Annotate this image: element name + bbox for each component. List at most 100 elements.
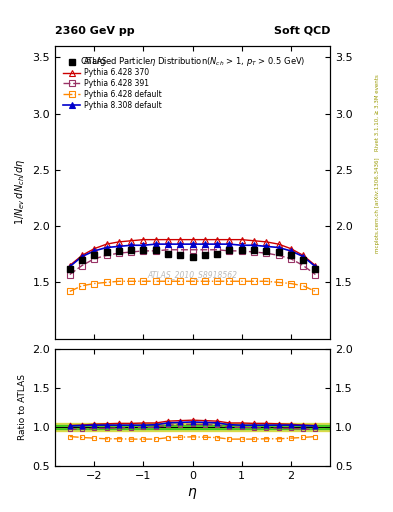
Pythia 8.308 default xyxy=(153,241,158,247)
Pythia 6.428 default xyxy=(141,278,146,284)
Pythia 6.428 default xyxy=(68,288,72,294)
ATLAS xyxy=(276,249,281,255)
Pythia 6.428 391 xyxy=(153,248,158,254)
Pythia 6.428 default xyxy=(129,278,134,284)
Pythia 6.428 default xyxy=(166,278,171,284)
ATLAS xyxy=(68,266,72,272)
Pythia 6.428 default xyxy=(215,278,220,284)
Pythia 6.428 370 xyxy=(153,237,158,243)
Pythia 6.428 default xyxy=(276,280,281,286)
Pythia 6.428 370 xyxy=(276,241,281,247)
ATLAS xyxy=(153,247,158,253)
ATLAS xyxy=(264,248,269,254)
ATLAS xyxy=(178,252,183,259)
Pythia 6.428 391 xyxy=(301,263,305,269)
Pythia 8.308 default xyxy=(80,253,84,260)
Y-axis label: $1/N_{ev}\,dN_{ch}/d\eta$: $1/N_{ev}\,dN_{ch}/d\eta$ xyxy=(13,159,27,225)
Pythia 8.308 default xyxy=(301,253,305,260)
ATLAS xyxy=(288,252,293,259)
Text: mcplots.cern.ch [arXiv:1306.3436]: mcplots.cern.ch [arXiv:1306.3436] xyxy=(375,157,380,252)
Pythia 8.308 default xyxy=(252,242,256,248)
Pythia 6.428 391 xyxy=(141,248,146,254)
Pythia 8.308 default xyxy=(104,244,109,250)
Pythia 6.428 default xyxy=(80,283,84,289)
Pythia 6.428 370 xyxy=(68,263,72,269)
Pythia 6.428 default xyxy=(153,278,158,284)
Legend: ATLAS, Pythia 6.428 370, Pythia 6.428 391, Pythia 6.428 default, Pythia 8.308 de: ATLAS, Pythia 6.428 370, Pythia 6.428 39… xyxy=(62,56,163,112)
Text: Rivet 3.1.10, ≥ 3.3M events: Rivet 3.1.10, ≥ 3.3M events xyxy=(375,74,380,151)
Pythia 6.428 370 xyxy=(227,237,232,243)
ATLAS xyxy=(215,251,220,258)
Pythia 8.308 default xyxy=(239,242,244,248)
Pythia 8.308 default xyxy=(190,241,195,247)
Line: ATLAS: ATLAS xyxy=(67,247,318,272)
Pythia 6.428 370 xyxy=(141,237,146,243)
Pythia 6.428 391 xyxy=(80,263,84,269)
Pythia 6.428 370 xyxy=(80,252,84,259)
ATLAS xyxy=(80,257,84,263)
Line: Pythia 6.428 370: Pythia 6.428 370 xyxy=(67,237,318,268)
Pythia 8.308 default xyxy=(227,241,232,247)
Pythia 6.428 370 xyxy=(239,237,244,243)
Pythia 6.428 391 xyxy=(288,255,293,262)
ATLAS xyxy=(239,247,244,253)
Pythia 6.428 default xyxy=(227,278,232,284)
ATLAS xyxy=(129,247,134,253)
Pythia 8.308 default xyxy=(166,241,171,247)
Pythia 6.428 default xyxy=(288,281,293,287)
Pythia 6.428 391 xyxy=(202,247,207,253)
Line: Pythia 8.308 default: Pythia 8.308 default xyxy=(67,241,318,269)
Pythia 8.308 default xyxy=(264,243,269,249)
Pythia 6.428 370 xyxy=(301,252,305,259)
ATLAS xyxy=(227,247,232,253)
Text: 2360 GeV pp: 2360 GeV pp xyxy=(55,26,135,36)
Pythia 8.308 default xyxy=(141,242,146,248)
Pythia 6.428 370 xyxy=(190,237,195,243)
ATLAS xyxy=(104,249,109,255)
Pythia 6.428 391 xyxy=(104,252,109,259)
Pythia 6.428 default xyxy=(301,283,305,289)
Pythia 6.428 391 xyxy=(252,249,256,255)
ATLAS xyxy=(166,251,171,258)
Pythia 6.428 391 xyxy=(190,247,195,253)
ATLAS xyxy=(252,247,256,253)
Pythia 6.428 370 xyxy=(313,263,318,269)
Pythia 8.308 default xyxy=(313,264,318,270)
Text: Soft QCD: Soft QCD xyxy=(274,26,330,36)
Pythia 8.308 default xyxy=(68,264,72,270)
Pythia 6.428 370 xyxy=(178,237,183,243)
ATLAS xyxy=(92,252,97,259)
Pythia 6.428 default xyxy=(252,278,256,284)
Pythia 6.428 370 xyxy=(252,238,256,244)
Pythia 6.428 391 xyxy=(129,249,134,255)
Pythia 6.428 370 xyxy=(129,238,134,244)
X-axis label: $\eta$: $\eta$ xyxy=(187,486,198,501)
Pythia 6.428 391 xyxy=(166,247,171,253)
Pythia 6.428 370 xyxy=(288,246,293,252)
Pythia 8.308 default xyxy=(92,248,97,254)
ATLAS xyxy=(190,253,195,260)
Pythia 6.428 370 xyxy=(202,237,207,243)
Pythia 6.428 default xyxy=(190,278,195,284)
Pythia 8.308 default xyxy=(117,243,121,249)
Pythia 6.428 default xyxy=(313,288,318,294)
Pythia 6.428 370 xyxy=(264,239,269,245)
Pythia 6.428 391 xyxy=(178,247,183,253)
Pythia 6.428 default xyxy=(117,278,121,284)
Pythia 6.428 370 xyxy=(92,246,97,252)
Pythia 6.428 370 xyxy=(215,237,220,243)
ATLAS xyxy=(117,248,121,254)
Pythia 6.428 391 xyxy=(68,271,72,278)
Text: ATLAS_2010_S8918562: ATLAS_2010_S8918562 xyxy=(147,270,238,279)
Pythia 6.428 default xyxy=(178,278,183,284)
Line: Pythia 6.428 default: Pythia 6.428 default xyxy=(67,279,318,294)
ATLAS xyxy=(202,252,207,259)
Pythia 6.428 391 xyxy=(264,250,269,256)
Pythia 6.428 391 xyxy=(276,252,281,259)
Pythia 6.428 default xyxy=(92,281,97,287)
Pythia 6.428 default xyxy=(104,280,109,286)
Pythia 8.308 default xyxy=(288,248,293,254)
Pythia 6.428 370 xyxy=(117,239,121,245)
Pythia 8.308 default xyxy=(202,241,207,247)
ATLAS xyxy=(141,247,146,253)
